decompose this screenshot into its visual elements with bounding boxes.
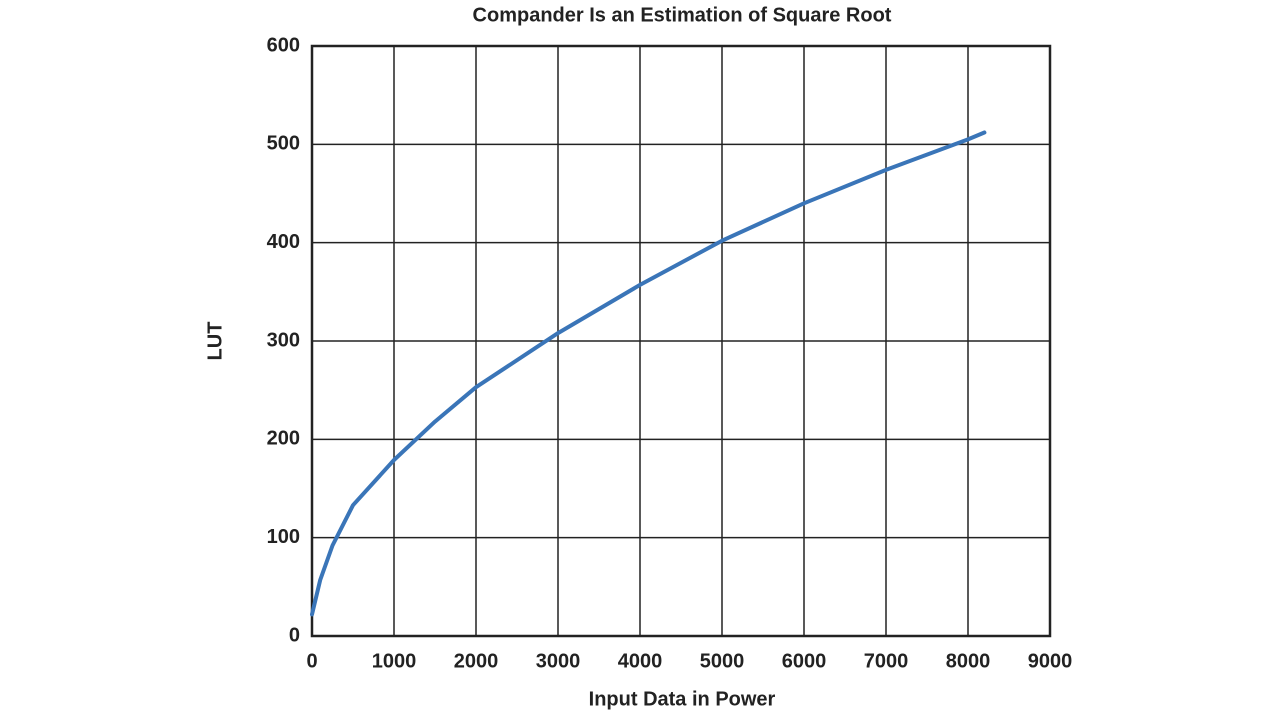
x-tick-label: 5000 xyxy=(700,650,745,672)
y-tick-label: 500 xyxy=(267,133,300,155)
x-axis-label: Input Data in Power xyxy=(589,688,776,710)
x-tick-label: 4000 xyxy=(618,650,663,672)
x-tick-label: 0 xyxy=(306,650,317,672)
y-tick-label: 200 xyxy=(267,428,300,450)
y-tick-label: 400 xyxy=(267,231,300,253)
y-tick-label: 100 xyxy=(267,526,300,548)
grid xyxy=(311,45,1051,637)
x-tick-label: 1000 xyxy=(372,650,417,672)
y-tick-label: 600 xyxy=(267,34,300,56)
x-tick-label: 8000 xyxy=(946,650,991,672)
x-tick-label: 6000 xyxy=(782,650,827,672)
y-tick-label: 0 xyxy=(289,624,300,646)
x-tick-label: 2000 xyxy=(454,650,499,672)
chart-title: Compander Is an Estimation of Square Roo… xyxy=(473,4,892,26)
x-tick-label: 3000 xyxy=(536,650,581,672)
data-line xyxy=(310,130,987,617)
x-tick-label: 9000 xyxy=(1028,650,1073,672)
y-tick-label: 300 xyxy=(267,329,300,351)
x-tick-label: 7000 xyxy=(864,650,909,672)
plot-frame xyxy=(310,44,1052,638)
y-axis-label: LUT xyxy=(204,322,226,361)
